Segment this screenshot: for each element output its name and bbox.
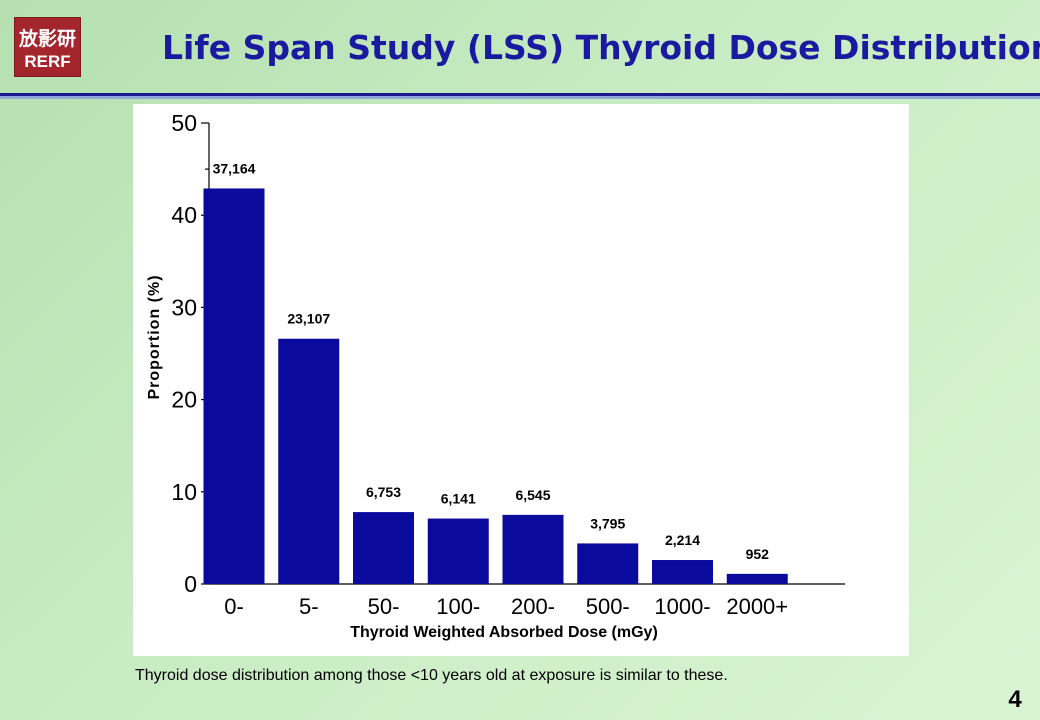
data-label: 3,795 xyxy=(590,515,625,531)
x-tick-label: 1000- xyxy=(654,594,710,619)
data-label: 952 xyxy=(746,546,770,562)
title-divider xyxy=(0,93,1040,99)
y-tick-label: 30 xyxy=(171,294,197,320)
y-tick-label: 0 xyxy=(184,571,197,597)
x-tick-label: 0- xyxy=(224,594,244,619)
bar xyxy=(353,512,414,584)
y-tick-label: 50 xyxy=(171,110,197,136)
data-label: 6,753 xyxy=(366,484,401,500)
bar xyxy=(278,338,340,584)
data-label: 37,164 xyxy=(213,160,256,176)
y-axis-title: Proportion (%) xyxy=(146,274,163,399)
y-tick-label: 10 xyxy=(171,479,197,505)
slide-title: Life Span Study (LSS) Thyroid Dose Distr… xyxy=(162,28,1040,67)
x-tick-label: 500- xyxy=(586,594,630,619)
caption: Thyroid dose distribution among those <1… xyxy=(135,667,728,684)
bar xyxy=(577,543,639,584)
bar xyxy=(427,518,489,584)
y-tick-label: 40 xyxy=(171,202,197,228)
bar xyxy=(652,560,713,584)
bar xyxy=(726,573,788,584)
x-tick-label: 2000+ xyxy=(726,594,788,619)
y-tick-label: 20 xyxy=(171,387,197,413)
x-tick-label: 100- xyxy=(436,594,480,619)
x-axis-title: Thyroid Weighted Absorbed Dose (mGy) xyxy=(350,624,658,641)
page-number: 4 xyxy=(1008,686,1022,713)
bar xyxy=(203,188,265,584)
x-tick-label: 50- xyxy=(368,594,400,619)
x-tick-label: 5- xyxy=(299,594,319,619)
rerf-logo: 放影研 RERF xyxy=(14,17,81,77)
bar-chart: 0 10 20 30 40 50 Proportion (%) 37,164 0- 23,107 5… xyxy=(146,110,845,641)
logo-text: RERF xyxy=(24,52,70,71)
logo-kanji: 放影研 xyxy=(18,27,76,50)
data-label: 6,141 xyxy=(441,491,476,507)
bar xyxy=(502,514,564,584)
data-label: 6,545 xyxy=(515,487,550,503)
x-tick-label: 200- xyxy=(511,594,555,619)
data-label: 23,107 xyxy=(287,311,330,327)
data-label: 2,214 xyxy=(665,532,700,548)
